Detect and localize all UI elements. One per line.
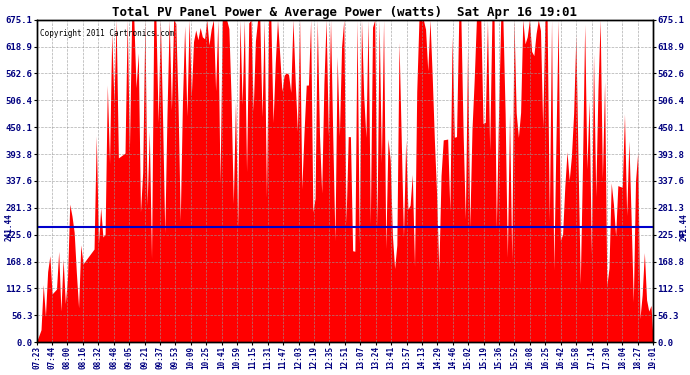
- Title: Total PV Panel Power & Average Power (watts)  Sat Apr 16 19:01: Total PV Panel Power & Average Power (wa…: [112, 6, 578, 18]
- Text: 241.44: 241.44: [4, 213, 13, 241]
- Text: 241.44: 241.44: [680, 213, 689, 241]
- Text: Copyright 2011 Cartronics.com: Copyright 2011 Cartronics.com: [40, 29, 174, 38]
